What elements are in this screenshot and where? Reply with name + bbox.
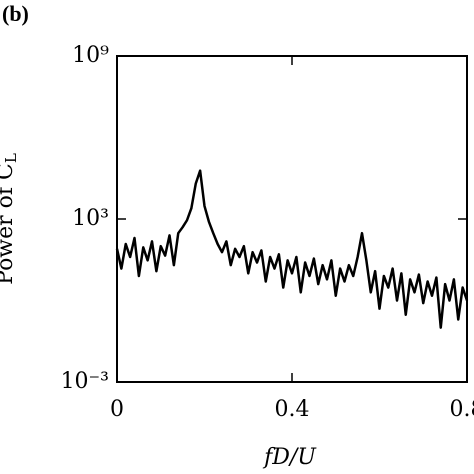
x-tick-label: 0 <box>110 397 124 422</box>
y-tick-label: 10³ <box>72 206 109 231</box>
y-axis-label-main: Power of C <box>0 163 18 285</box>
y-tick-label: 10⁹ <box>72 43 109 68</box>
y-axis-label: Power of CL <box>0 153 20 285</box>
x-axis-label: fD/U <box>262 445 317 470</box>
x-tick-label: 0.8 <box>450 397 474 422</box>
y-axis-label-sub: L <box>2 153 20 163</box>
y-tick-label: 10⁻³ <box>61 369 109 394</box>
x-tick-label: 0.4 <box>275 397 310 422</box>
spectrum-line <box>115 169 469 329</box>
panel-label: (b) <box>2 1 29 26</box>
plot-frame <box>116 55 468 383</box>
